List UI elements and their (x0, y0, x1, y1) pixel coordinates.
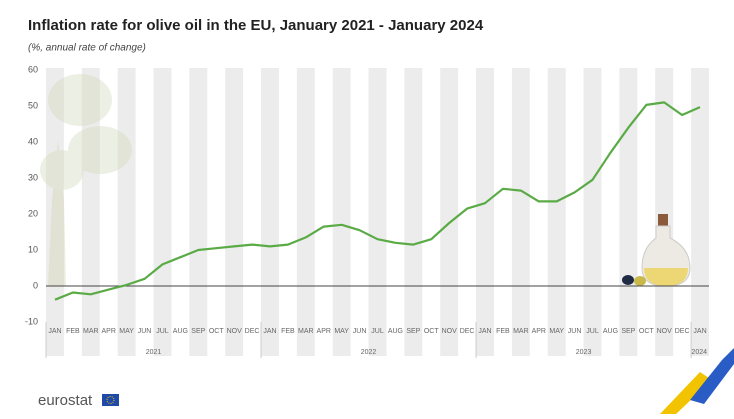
data-line (54, 101, 701, 301)
column-stripe (296, 68, 315, 356)
x-tick-label: JUL (586, 328, 599, 335)
x-tick-label: MAY (334, 328, 349, 335)
x-tick-label: AUG (603, 328, 618, 335)
x-tick-label: MAR (298, 328, 314, 335)
x-tick-label: JAN (263, 328, 276, 335)
y-tick-label: 0 (33, 280, 38, 290)
x-tick-label: NOV (227, 328, 243, 335)
column-stripe (655, 68, 674, 356)
column-stripe (583, 68, 602, 356)
x-tick-label: NOV (442, 328, 458, 335)
x-tick-label: APR (102, 328, 116, 335)
eu-flag (102, 394, 119, 406)
y-tick-label: 60 (28, 64, 38, 74)
x-tick-label: AUG (388, 328, 403, 335)
column-stripe (547, 68, 566, 356)
x-tick-label: JAN (48, 328, 61, 335)
x-tick-label: OCT (424, 328, 440, 335)
column-stripe (368, 68, 387, 356)
x-tick-label: MAY (549, 328, 564, 335)
y-tick-label: 30 (28, 172, 38, 182)
x-tick-label: NOV (657, 328, 673, 335)
x-tick-label: DEC (675, 328, 690, 335)
x-tick-label: SEP (191, 328, 205, 335)
year-label: 2023 (576, 349, 592, 356)
year-label: 2024 (691, 349, 707, 356)
y-tick-label: 50 (28, 100, 38, 110)
x-tick-label: JUN (568, 328, 582, 335)
x-tick-label: AUG (173, 328, 188, 335)
column-stripe (332, 68, 351, 356)
y-tick-label: 20 (28, 208, 38, 218)
olive-tree (40, 74, 132, 286)
column-stripe (261, 68, 279, 356)
olive-oil-jar (622, 214, 691, 287)
y-tick-label: -10 (25, 316, 38, 326)
x-tick-label: JAN (478, 328, 491, 335)
x-tick-label: MAR (513, 328, 529, 335)
corner-ribbon (660, 348, 734, 414)
x-tick-label: APR (317, 328, 331, 335)
column-stripe (46, 68, 64, 356)
column-stripe (691, 68, 709, 356)
x-tick-label: OCT (209, 328, 225, 335)
x-tick-label: DEC (245, 328, 260, 335)
column-stripe (189, 68, 208, 356)
x-tick-label: JUL (156, 328, 169, 335)
x-tick-label: FEB (66, 328, 80, 335)
column-stripe (153, 68, 172, 356)
column-stripe (225, 68, 244, 356)
x-tick-label: JAN (693, 328, 706, 335)
year-label: 2022 (361, 349, 377, 356)
column-stripe (117, 68, 136, 356)
column-stripe (81, 68, 100, 356)
x-tick-label: DEC (460, 328, 475, 335)
x-tick-label: SEP (406, 328, 420, 335)
x-tick-label: MAY (119, 328, 134, 335)
x-tick-label: MAR (83, 328, 99, 335)
x-tick-label: JUN (353, 328, 367, 335)
x-tick-label: JUN (138, 328, 152, 335)
x-tick-label: OCT (639, 328, 655, 335)
column-stripe (476, 68, 494, 356)
year-label: 2021 (146, 349, 162, 356)
column-stripe (511, 68, 530, 356)
column-stripe (619, 68, 638, 356)
x-tick-label: SEP (621, 328, 635, 335)
x-tick-label: APR (532, 328, 546, 335)
chart-title: Inflation rate for olive oil in the EU, … (28, 17, 484, 34)
column-stripe (404, 68, 423, 356)
y-tick-label: 10 (28, 244, 38, 254)
x-tick-label: FEB (281, 328, 295, 335)
column-stripe (440, 68, 459, 356)
y-tick-label: 40 (28, 136, 38, 146)
chart-subtitle: (%, annual rate of change) (28, 43, 146, 54)
x-tick-label: FEB (496, 328, 510, 335)
x-tick-label: JUL (371, 328, 384, 335)
logo-text: eurostat (38, 392, 93, 409)
